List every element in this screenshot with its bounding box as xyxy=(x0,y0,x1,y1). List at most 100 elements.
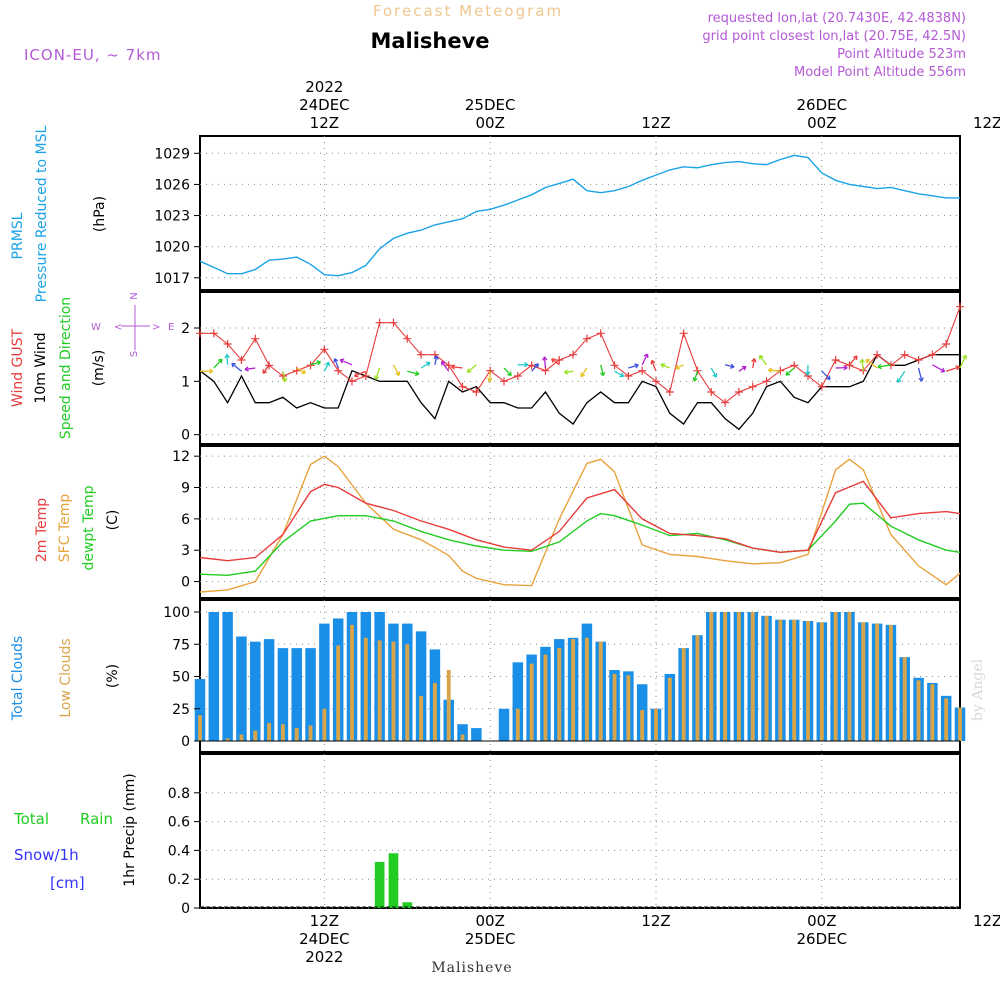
bottom-time-label: 2022 xyxy=(305,948,343,966)
compass-n: N xyxy=(129,292,140,299)
wind-direction-arrow xyxy=(945,366,960,372)
gust-marker xyxy=(320,345,329,354)
top-time-label: 12Z xyxy=(310,114,339,132)
wind-arrow-head xyxy=(712,373,718,378)
wind-direction-arrow xyxy=(262,364,270,374)
gust-marker xyxy=(790,361,799,370)
low-cloud-bar xyxy=(543,654,548,741)
gust-marker xyxy=(292,366,301,375)
wind-direction-arrow xyxy=(334,358,339,369)
top-time-label: 24DEC xyxy=(299,96,350,114)
wind-arrow-head xyxy=(859,358,866,364)
y-tick-label: 3 xyxy=(181,543,190,559)
precip-unit-label: 1hr Precip (mm) xyxy=(122,773,138,886)
low-cloud-bar xyxy=(681,648,686,741)
total-cloud-bar xyxy=(208,612,220,741)
low-cloud-bar xyxy=(294,728,299,741)
total-clouds-label: Total Clouds xyxy=(10,636,26,721)
y-tick-label: 100 xyxy=(163,605,190,621)
wind-direction-arrow xyxy=(354,370,367,377)
total-cloud-bar xyxy=(236,636,247,741)
gust-marker xyxy=(707,388,716,396)
wind-arrow-head xyxy=(224,354,230,359)
low-cloud-bar xyxy=(709,612,714,741)
bottom-time-label: 24DEC xyxy=(299,930,350,948)
bottom-time-label: 12Z xyxy=(310,912,339,930)
wind-arrow-head xyxy=(542,356,548,361)
total-cloud-bar xyxy=(263,639,275,741)
location-title: Malisheve xyxy=(370,29,489,53)
gust-marker xyxy=(444,361,453,370)
pressure-msl-label: Pressure Reduced to MSL xyxy=(34,125,50,302)
watermark: by Angel xyxy=(970,658,986,721)
wind-arrow-head xyxy=(918,377,924,382)
wind-direction-arrow xyxy=(959,355,967,369)
wind-direction-arrow xyxy=(614,370,624,377)
y-tick-label: 0 xyxy=(181,901,190,917)
wind-direction-arrow xyxy=(323,361,330,372)
gust-marker xyxy=(817,382,826,391)
gust-marker xyxy=(472,388,481,396)
wind-direction-arrow xyxy=(543,356,547,369)
low-cloud-bar xyxy=(267,722,272,741)
wind-arrow-head xyxy=(634,363,639,369)
y-tick-label: 0.8 xyxy=(168,786,190,802)
total-cloud-bar xyxy=(291,648,302,741)
wind-arrow-head xyxy=(551,358,556,363)
low-cloud-bar xyxy=(557,648,562,741)
gust-marker xyxy=(513,372,522,380)
wind-direction-arrow xyxy=(310,361,321,366)
gust-marker xyxy=(693,366,702,375)
total-cloud-bar xyxy=(471,728,482,741)
gust-marker xyxy=(417,350,426,359)
clouds-unit-label: (%) xyxy=(105,664,121,688)
total-cloud-bar xyxy=(512,662,524,741)
low-cloud-bar xyxy=(405,644,410,741)
gust-marker xyxy=(652,377,660,386)
wind-direction-arrow xyxy=(467,364,477,373)
wind-direction-arrow xyxy=(375,367,381,380)
wind-arrow-head xyxy=(425,361,431,367)
low-cloud-bar xyxy=(819,622,824,741)
low-cloud-bar xyxy=(377,640,382,741)
grid-lines xyxy=(200,136,960,909)
rain-bar xyxy=(402,902,413,908)
low-clouds-label: Low Clouds xyxy=(58,638,74,717)
wind-direction-arrow xyxy=(710,367,717,378)
low-cloud-bar xyxy=(322,708,327,741)
gust-marker xyxy=(375,318,384,327)
bottom-time-label: 12Z xyxy=(641,912,670,930)
wind-direction-arrow xyxy=(848,355,858,366)
cloud-labels: Total Clouds Low Clouds (%) xyxy=(10,636,121,721)
y-tick-label: 1017 xyxy=(154,271,190,287)
gust-marker xyxy=(223,340,232,348)
total-cloud-bar xyxy=(498,708,510,741)
prmsl-label: PRMSL xyxy=(10,212,26,259)
y-tick-label: 9 xyxy=(181,481,190,497)
wind-direction-arrow xyxy=(865,359,878,369)
wind-arrow-head xyxy=(955,365,960,371)
wind-direction-arrow xyxy=(738,366,747,372)
low-cloud-bar xyxy=(695,635,700,741)
model-altitude: Model Point Altitude 556m xyxy=(794,65,966,80)
wind-arrow-head xyxy=(507,371,512,377)
wind-arrow-head xyxy=(843,365,848,371)
gust-marker xyxy=(762,377,771,386)
wind-arrow-head xyxy=(853,355,858,361)
wind-arrow-head xyxy=(643,353,649,359)
wind-arrow-head xyxy=(325,361,330,367)
gust-marker xyxy=(596,329,605,338)
y-tick-label: 1023 xyxy=(154,209,190,225)
top-time-label: 00Z xyxy=(807,114,836,132)
wind-arrow-head xyxy=(675,364,680,370)
wind-speed-direction-label: Speed and Direction xyxy=(58,297,74,439)
total-cloud-bar xyxy=(194,679,206,741)
wind-direction-arrow xyxy=(231,362,242,372)
point-altitude: Point Altitude 523m xyxy=(837,47,966,62)
low-cloud-bar xyxy=(529,663,534,741)
gust-marker xyxy=(721,398,730,407)
wind-arrow-head xyxy=(825,375,831,381)
total-label: Total xyxy=(13,810,49,828)
precip-labels: Total Rain Snow/1h [cm] 1hr Precip (mm) xyxy=(13,773,138,892)
